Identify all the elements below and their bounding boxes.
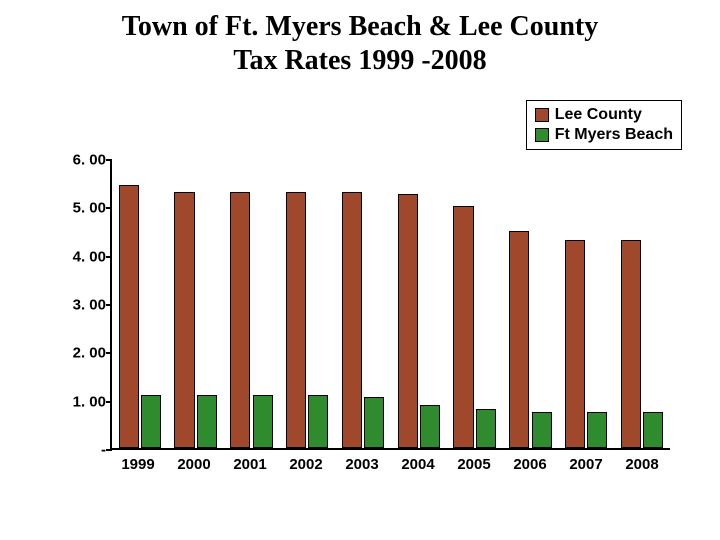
legend-swatch-0 (535, 108, 549, 122)
bar-group (168, 160, 224, 448)
bar-group (447, 160, 503, 448)
bar (197, 395, 217, 448)
y-tick-mark (106, 352, 112, 354)
bar-group (391, 160, 447, 448)
x-tick-label: 2004 (390, 456, 446, 473)
legend-label-0: Lee County (555, 106, 642, 124)
y-tick-label: 3. 00 (62, 297, 106, 314)
bar (398, 194, 418, 448)
bar (230, 192, 250, 448)
plot-area: -1. 002. 003. 004. 005. 006. 00 (110, 160, 670, 450)
bar-group (614, 160, 670, 448)
bar (174, 192, 194, 448)
x-tick-label: 2008 (614, 456, 670, 473)
y-tick-label: 2. 00 (62, 345, 106, 362)
x-tick-label: 2006 (502, 456, 558, 473)
y-tick-label: - (62, 442, 106, 459)
x-axis-labels: 1999200020012002200320042005200620072008 (110, 456, 670, 473)
x-tick-label: 2003 (334, 456, 390, 473)
bar-group (279, 160, 335, 448)
y-tick-mark (106, 159, 112, 161)
bar (453, 206, 473, 448)
bar-chart: -1. 002. 003. 004. 005. 006. 00 19992000… (60, 160, 670, 490)
y-tick-label: 1. 00 (62, 393, 106, 410)
legend-swatch-1 (535, 128, 549, 142)
y-tick-mark (106, 449, 112, 451)
x-tick-label: 2001 (222, 456, 278, 473)
bar (342, 192, 362, 448)
bar (476, 409, 496, 448)
bar (565, 240, 585, 448)
y-tick-label: 5. 00 (62, 200, 106, 217)
bar (420, 405, 440, 449)
bar-group (335, 160, 391, 448)
y-tick-label: 6. 00 (62, 152, 106, 169)
x-tick-label: 2000 (166, 456, 222, 473)
legend-label-1: Ft Myers Beach (555, 126, 673, 144)
y-tick-mark (106, 207, 112, 209)
x-tick-label: 2002 (278, 456, 334, 473)
bar-group (558, 160, 614, 448)
chart-title: Town of Ft. Myers Beach & Lee County Tax… (0, 0, 720, 77)
bar (509, 231, 529, 449)
legend-item-ft-myers-beach: Ft Myers Beach (535, 125, 673, 145)
x-tick-label: 2007 (558, 456, 614, 473)
bar-group (112, 160, 168, 448)
bar (587, 412, 607, 448)
y-tick-label: 4. 00 (62, 248, 106, 265)
y-tick-mark (106, 304, 112, 306)
y-tick-mark (106, 401, 112, 403)
bar (253, 395, 273, 448)
bar-group (503, 160, 559, 448)
bar (308, 395, 328, 448)
x-tick-label: 2005 (446, 456, 502, 473)
bar (119, 185, 139, 448)
legend-item-lee-county: Lee County (535, 105, 673, 125)
title-line-1: Town of Ft. Myers Beach & Lee County (0, 10, 720, 44)
x-tick-label: 1999 (110, 456, 166, 473)
bar (621, 240, 641, 448)
bar (532, 412, 552, 448)
y-tick-mark (106, 256, 112, 258)
title-line-2: Tax Rates 1999 -2008 (0, 44, 720, 78)
bar (141, 395, 161, 448)
legend: Lee County Ft Myers Beach (526, 100, 682, 150)
bar-group (224, 160, 280, 448)
bar (364, 397, 384, 448)
bar (643, 412, 663, 448)
bars-container (112, 160, 670, 448)
bar (286, 192, 306, 448)
